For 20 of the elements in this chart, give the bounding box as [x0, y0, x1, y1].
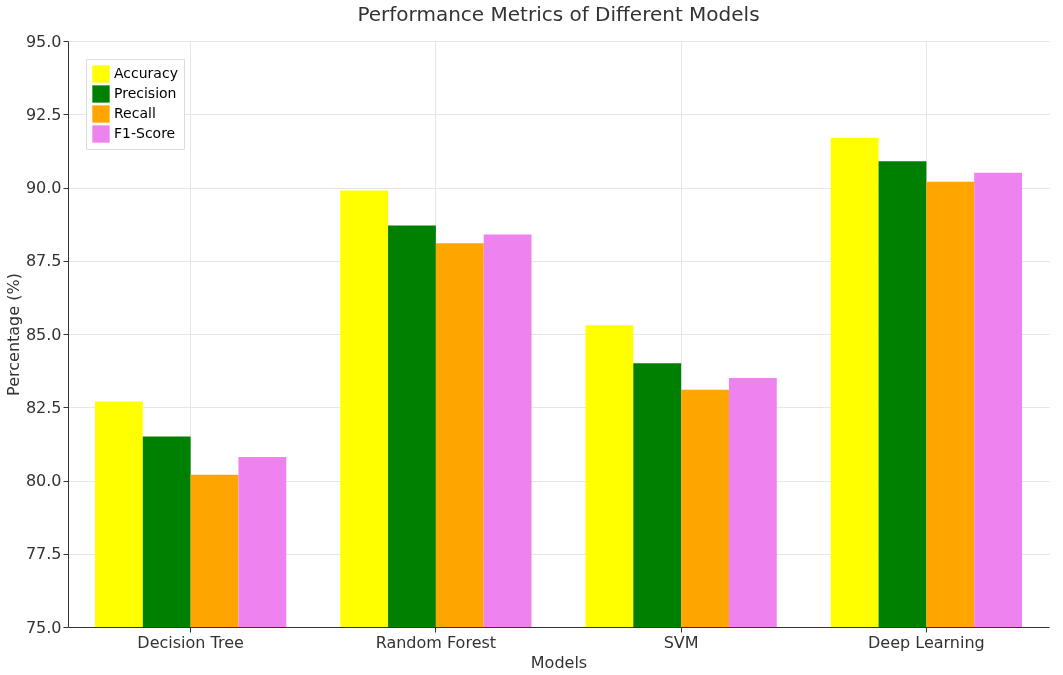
x-tick-label: Random Forest: [375, 632, 497, 652]
y-tick-label: 95.0: [25, 31, 62, 51]
legend-label: Precision: [114, 85, 177, 101]
legend-label: Accuracy: [114, 65, 178, 81]
legend-label: Recall: [114, 105, 156, 121]
y-tick-label: 77.5: [25, 544, 62, 564]
y-tick-label: 85.0: [25, 324, 62, 344]
legend-label: F1-Score: [114, 125, 176, 141]
chart-title: Performance Metrics of Different Models: [357, 2, 760, 26]
x-tick-label: SVM: [663, 632, 699, 652]
x-axis-title: Models: [530, 652, 588, 672]
y-tick-label: 92.5: [25, 104, 62, 124]
y-tick-label: 80.0: [25, 471, 62, 490]
y-tick-label: 90.0: [25, 178, 62, 197]
x-tick-label: Decision Tree: [137, 632, 244, 652]
x-tick-label: Deep Learning: [868, 632, 985, 652]
y-tick-label: 82.5: [25, 397, 62, 417]
y-tick-label: 75.0: [25, 617, 62, 637]
y-tick-label: 87.5: [25, 251, 62, 271]
y-axis-title: Percentage (%): [3, 273, 23, 396]
